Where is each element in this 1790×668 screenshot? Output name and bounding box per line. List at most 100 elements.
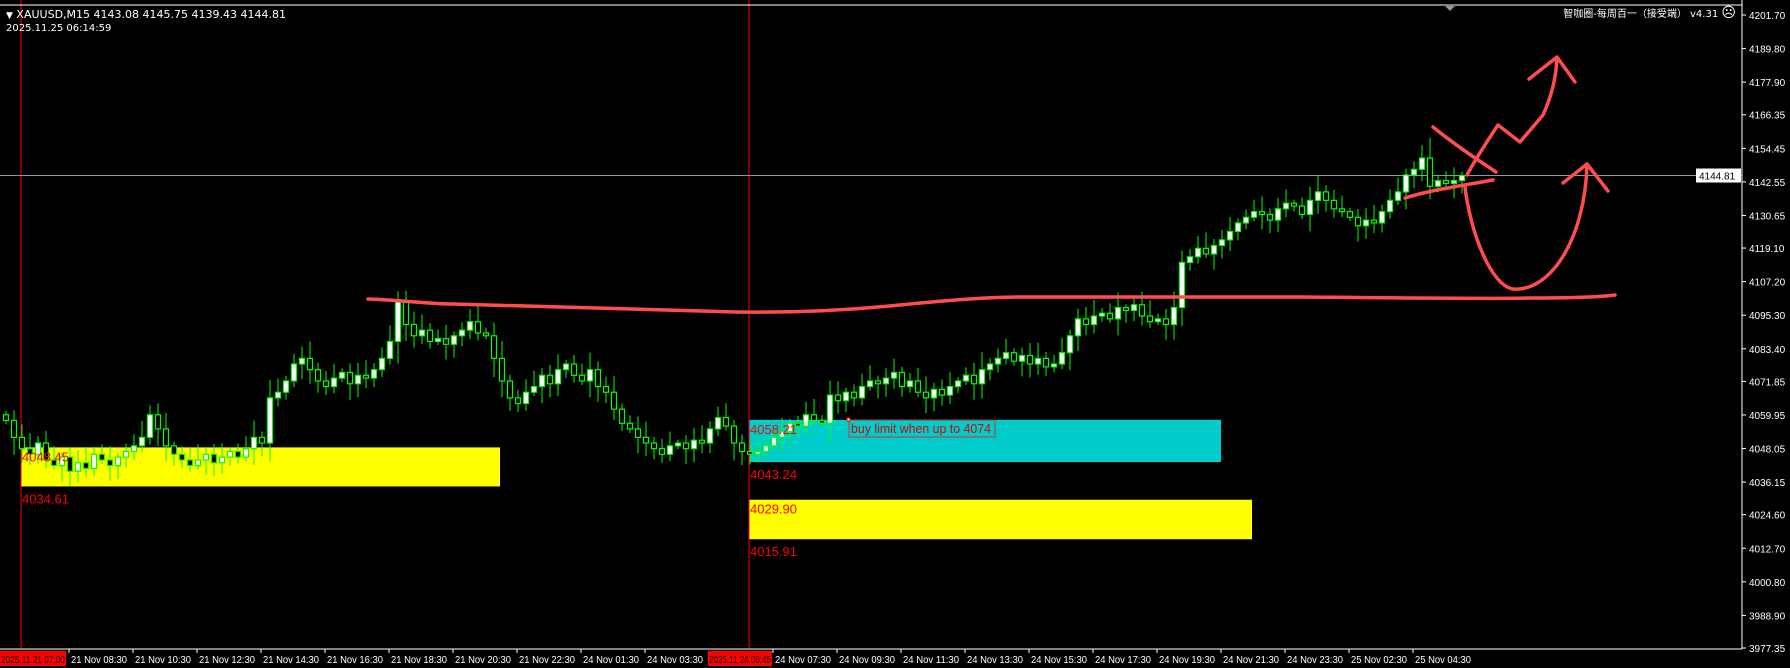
sad-face-icon[interactable]: ☹ [1721,5,1736,21]
candle [114,452,122,480]
candle [842,387,850,412]
candle-body-bull [1002,352,1010,359]
time-tick-label: 21 Nov 18:30 [391,655,447,666]
candle [250,420,258,466]
candle-body-bull [370,369,378,379]
candle [146,405,154,445]
drawn-cross-line [1431,125,1498,174]
time-tick-label: 21 Nov 20:30 [455,655,511,666]
candle [970,362,978,400]
time-tick-label: 21 Nov 10:30 [135,655,191,666]
scroll-marker-icon[interactable] [1445,6,1455,11]
candle-body-bull [562,363,570,371]
freehand-drawings[interactable] [366,55,1617,314]
zone-rect-2[interactable] [749,499,1252,540]
time-axis[interactable]: 21 Nov 08:30 21 Nov 10:30 21 Nov 12:30 21 N… [0,649,1471,666]
price-tick-label: 4036.15 [1749,478,1786,489]
symbol-ohlc: XAUUSD,M15 4143.08 4145.75 4139.43 4144.… [16,8,286,21]
candle-body-bear [818,419,826,424]
candle [298,346,306,380]
zone-rect-1[interactable] [749,419,1221,463]
price-tick-label: 4166.35 [1749,111,1786,122]
candle [1186,248,1194,271]
candle-body-bear [18,436,26,450]
candle-body-bull [1098,312,1106,317]
candle [714,406,722,437]
candle [762,439,770,458]
candle-body-bear [490,335,498,359]
candle-body-bear [10,419,18,438]
candle [18,424,26,463]
candle [58,452,66,482]
candle-body-bull [586,369,594,382]
annotation-anchor[interactable] [846,417,851,422]
time-tick-label: 24 Nov 21:30 [1223,655,1279,666]
candle [626,415,634,433]
price-tick-label: 4012.70 [1749,544,1786,555]
candle-body-bull [554,369,562,385]
candle [898,366,906,397]
candle-body-bull [786,422,794,433]
candle [426,323,434,349]
candle [610,376,618,420]
annotation-label[interactable]: buy limit when up to 4074 [846,417,996,438]
price-tick-label: 4071.85 [1749,377,1786,388]
candle-body-bull [802,414,810,427]
candle-body-bear [1122,306,1130,312]
candle [1290,199,1298,212]
candle [754,436,762,463]
candle [1410,161,1418,188]
candle-body-bear [1082,318,1090,326]
candle [1258,196,1266,230]
candle-body-bear [410,323,418,337]
candle [770,426,778,451]
candle-body-bull [194,459,202,467]
candle-body-bear [594,369,602,388]
candle [1266,208,1274,234]
price-tick-label: 4024.60 [1749,511,1786,522]
candle-body-bear [1042,357,1050,368]
candle [170,441,178,466]
candle [1218,229,1226,259]
candle-body-bear [1330,199,1338,210]
candle [930,382,938,412]
candle [1074,308,1082,352]
candle [1314,175,1322,214]
triangle-down-icon[interactable]: ▼ [6,11,13,21]
candle [1242,209,1250,230]
candle-body-bear [498,357,506,382]
candle-body-bear [506,380,514,399]
candle-body-bull [418,329,426,337]
candle [266,380,274,462]
candle [138,421,146,453]
candle [1026,343,1034,378]
price-tick-label: 4107.20 [1749,278,1786,289]
candle [826,380,834,444]
candle-body-bull [1234,222,1242,233]
time-tick-label: 21 Nov 14:30 [263,655,319,666]
candle [1122,304,1130,323]
candle-body-bull [706,428,714,444]
candle [1330,189,1338,218]
candle [1058,337,1066,370]
candle [818,415,826,427]
price-axis[interactable]: 4201.70 4189.80 4177.90 4166.35 4154.45 4142.… [1696,11,1786,655]
candle [1090,299,1098,334]
candle-body-bear [42,442,50,461]
candle [1170,291,1178,340]
candle [50,446,58,470]
candle [850,384,858,407]
zone-top-label: 4029.90 [750,502,797,517]
candle-body-bull [1018,354,1026,362]
candle [602,376,610,403]
candle-body-bear [1146,315,1154,323]
price-tick-label: 3977.35 [1749,644,1786,655]
candle [706,421,714,454]
candle [658,438,666,463]
candle [1130,296,1138,322]
candle-body-bear [1322,191,1330,201]
candle-body-bear [1162,318,1170,326]
candle-body-bull [986,363,994,371]
